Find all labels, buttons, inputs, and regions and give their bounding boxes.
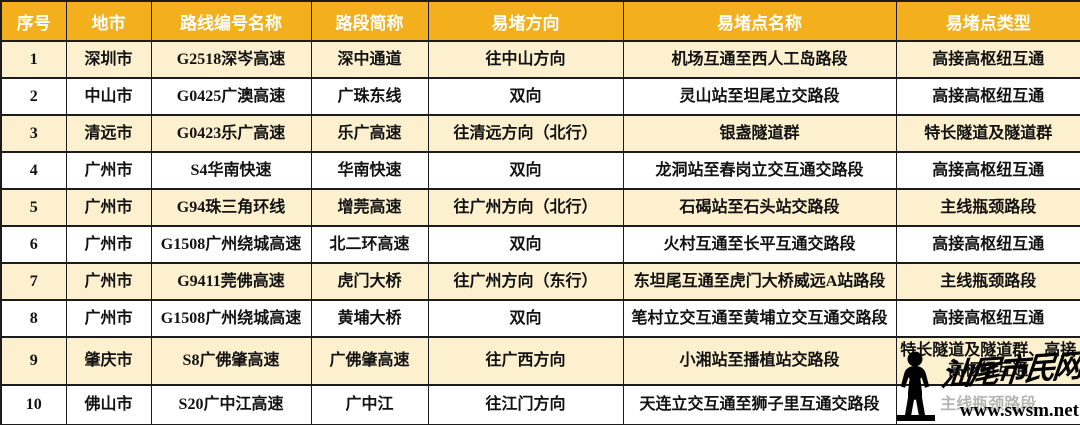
table-cell-spot-name: 火村互通至长平互通交路段 <box>622 225 897 264</box>
table-cell-spot-type: 高接高枢纽互通 <box>895 40 1080 79</box>
table-cell-direction: 双向 <box>427 299 624 338</box>
table-row: 2 中山市 G0425广澳高速 广珠东线 双向 灵山站至坦尾立交路段 高接高枢纽互通 <box>0 77 1080 116</box>
table-cell-serial: 8 <box>0 299 67 338</box>
table-cell-section: 北二环高速 <box>310 225 429 264</box>
table-cell-route-name: G1508广州绕城高速 <box>150 299 312 338</box>
table-row: 1 深圳市 G2518深岑高速 深中通道 往中山方向 机场互通至西人工岛路段 高接高枢纽互通 <box>0 40 1080 79</box>
table-cell-section: 广珠东线 <box>310 77 429 116</box>
table-row: 4 广州市 S4华南快速 华南快速 双向 龙洞站至春岗立交互通交路段 高接高枢纽互通 <box>0 151 1080 190</box>
table-cell-city: 广州市 <box>65 151 152 190</box>
col-header-spot-name: 易堵点名称 <box>622 0 897 42</box>
table-cell-direction: 双向 <box>427 225 624 264</box>
table-cell-spot-type: 主线瓶颈路段 <box>895 262 1080 301</box>
table-cell-section: 黄埔大桥 <box>310 299 429 338</box>
table-cell-route-name: G1508广州绕城高速 <box>150 225 312 264</box>
table-cell-direction: 往广州方向（东行） <box>427 262 624 301</box>
table-cell-route-name: G9411莞佛高速 <box>150 262 312 301</box>
table-cell-section: 虎门大桥 <box>310 262 429 301</box>
table-cell-city: 深圳市 <box>65 40 152 79</box>
table-cell-direction: 往广州方向（北行） <box>427 188 624 227</box>
table-cell-section: 深中通道 <box>310 40 429 79</box>
col-header-city: 地市 <box>65 0 152 42</box>
table-cell-serial: 5 <box>0 188 67 227</box>
table-cell-spot-type: 特长隧道及隧道群 <box>895 114 1080 153</box>
table-cell-route-name: S8广佛肇高速 <box>150 336 312 386</box>
table-cell-direction: 往清远方向（北行） <box>427 114 624 153</box>
table-row: 7 广州市 G9411莞佛高速 虎门大桥 往广州方向（东行） 东坦尾互通至虎门大桥威远A站… <box>0 262 1080 301</box>
table-cell-route-name: G94珠三角环线 <box>150 188 312 227</box>
table-cell-serial: 10 <box>0 384 67 425</box>
col-header-route-name: 路线编号名称 <box>150 0 312 42</box>
table-cell-route-name: G0423乐广高速 <box>150 114 312 153</box>
header-row: 序号 地市 路线编号名称 路段简称 易堵方向 易堵点名称 易堵点类型 <box>0 0 1080 42</box>
table-cell-spot-name: 灵山站至坦尾立交路段 <box>622 77 897 116</box>
table-cell-city: 肇庆市 <box>65 336 152 386</box>
table-cell-spot-type: 高接高枢纽互通 <box>895 225 1080 264</box>
table-cell-city: 广州市 <box>65 188 152 227</box>
table-cell-spot-name: 石碣站至石头站交路段 <box>622 188 897 227</box>
table-cell-section: 华南快速 <box>310 151 429 190</box>
table-cell-spot-type: 特长隧道及隧道群、高接高枢纽互通 <box>895 336 1080 386</box>
table-cell-spot-type: 主线瓶颈路段 <box>895 188 1080 227</box>
table-cell-serial: 1 <box>0 40 67 79</box>
table-cell-spot-name: 小湘站至播植站交路段 <box>622 336 897 386</box>
table-row: 10 佛山市 S20广中江高速 广中江 往江门方向 天连立交互通至狮子里互通交路段 主线瓶颈… <box>0 384 1080 425</box>
table-cell-route-name: S4华南快速 <box>150 151 312 190</box>
table-cell-serial: 4 <box>0 151 67 190</box>
table-cell-section: 广佛肇高速 <box>310 336 429 386</box>
table-row: 6 广州市 G1508广州绕城高速 北二环高速 双向 火村互通至长平互通交路段 高接高枢纽互… <box>0 225 1080 264</box>
table-cell-spot-name: 龙洞站至春岗立交互通交路段 <box>622 151 897 190</box>
table-cell-route-name: G2518深岑高速 <box>150 40 312 79</box>
col-header-direction: 易堵方向 <box>427 0 624 42</box>
table-cell-city: 清远市 <box>65 114 152 153</box>
table-cell-spot-type: 高接高枢纽互通 <box>895 77 1080 116</box>
table-cell-section: 增莞高速 <box>310 188 429 227</box>
table-cell-serial: 3 <box>0 114 67 153</box>
col-header-spot-type: 易堵点类型 <box>895 0 1080 42</box>
table-cell-spot-type: 高接高枢纽互通 <box>895 299 1080 338</box>
table-cell-direction: 双向 <box>427 77 624 116</box>
table-cell-city: 中山市 <box>65 77 152 116</box>
table-cell-serial: 9 <box>0 336 67 386</box>
table-cell-route-name: G0425广澳高速 <box>150 77 312 116</box>
table-cell-serial: 2 <box>0 77 67 116</box>
table-cell-section: 广中江 <box>310 384 429 425</box>
col-header-section: 路段简称 <box>310 0 429 42</box>
table-cell-city: 广州市 <box>65 225 152 264</box>
table-cell-city: 佛山市 <box>65 384 152 425</box>
table-cell-city: 广州市 <box>65 262 152 301</box>
table-cell-spot-name: 银盏隧道群 <box>622 114 897 153</box>
table-cell-direction: 往江门方向 <box>427 384 624 425</box>
table-row: 5 广州市 G94珠三角环线 增莞高速 往广州方向（北行） 石碣站至石头站交路段 主线瓶颈路… <box>0 188 1080 227</box>
table-row: 8 广州市 G1508广州绕城高速 黄埔大桥 双向 笔村立交互通至黄埔立交互通交路段 高接高… <box>0 299 1080 338</box>
table-cell-spot-type: 高接高枢纽互通 <box>895 151 1080 190</box>
table-cell-city: 广州市 <box>65 299 152 338</box>
table-cell-direction: 往中山方向 <box>427 40 624 79</box>
table-cell-section: 乐广高速 <box>310 114 429 153</box>
table-cell-direction: 往广西方向 <box>427 336 624 386</box>
table-cell-spot-type: 主线瓶颈路段 <box>895 384 1080 425</box>
table-cell-spot-name: 天连立交互通至狮子里互通交路段 <box>622 384 897 425</box>
table-cell-spot-name: 机场互通至西人工岛路段 <box>622 40 897 79</box>
table-cell-serial: 6 <box>0 225 67 264</box>
table-cell-spot-name: 笔村立交互通至黄埔立交互通交路段 <box>622 299 897 338</box>
table-row: 9 肇庆市 S8广佛肇高速 广佛肇高速 往广西方向 小湘站至播植站交路段 特长隧道及隧道群、… <box>0 336 1080 386</box>
table-cell-route-name: S20广中江高速 <box>150 384 312 425</box>
table-cell-serial: 7 <box>0 262 67 301</box>
col-header-serial: 序号 <box>0 0 67 42</box>
table-cell-spot-name: 东坦尾互通至虎门大桥威远A站路段 <box>622 262 897 301</box>
table-cell-direction: 双向 <box>427 151 624 190</box>
table-row: 3 清远市 G0423乐广高速 乐广高速 往清远方向（北行） 银盏隧道群 特长隧道及隧道群 <box>0 114 1080 153</box>
